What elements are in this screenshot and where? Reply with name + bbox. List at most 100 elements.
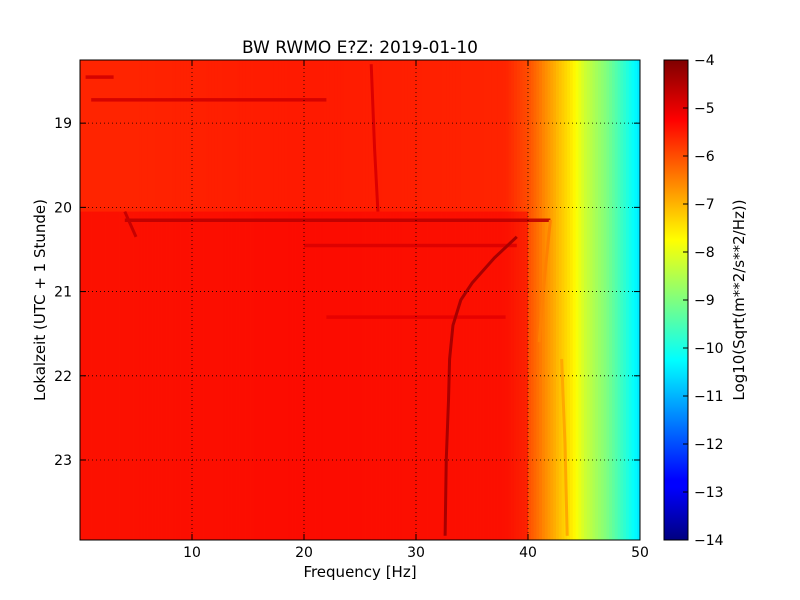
energy-band-column (424, 211, 428, 540)
energy-band-column (430, 211, 434, 540)
spectrum-column (556, 60, 560, 540)
energy-band-column (152, 211, 157, 540)
spectrum-column (592, 60, 596, 540)
spectrum-column (578, 60, 582, 540)
energy-band-column (127, 211, 131, 540)
energy-band-column (267, 211, 271, 540)
energy-band-column (374, 211, 378, 540)
spectrum-column (614, 60, 619, 540)
energy-band-column (292, 211, 297, 540)
spectrum-column (558, 60, 563, 540)
colorbar-tick-label: −6 (694, 149, 715, 165)
energy-band-column (500, 211, 504, 540)
energy-band-column (161, 211, 165, 540)
energy-band-column (206, 211, 210, 540)
energy-band-column (463, 211, 467, 540)
y-tick-label: 20 (54, 200, 72, 216)
energy-band-column (312, 211, 316, 540)
energy-band-column (169, 211, 173, 540)
y-tick-label: 23 (54, 453, 72, 469)
energy-band-column (105, 211, 109, 540)
energy-band-column (491, 211, 495, 540)
energy-band-column (360, 211, 364, 540)
frequency-track (123, 210, 138, 238)
colorbar-tick-label: −12 (694, 437, 724, 453)
energy-band-column (273, 211, 277, 540)
spectrum-column (564, 60, 568, 540)
energy-band-column (144, 211, 148, 540)
horizontal-event-line (124, 218, 551, 222)
energy-band-column (295, 211, 299, 540)
spectrum-column (609, 60, 613, 540)
energy-band-column (309, 211, 313, 540)
energy-band-column (220, 211, 224, 540)
energy-band-column (189, 211, 193, 540)
spectrum-column (595, 60, 599, 540)
x-tick-label: 40 (519, 545, 537, 561)
heatmap-features (85, 64, 569, 536)
energy-band-column (304, 211, 308, 540)
energy-band-column (472, 211, 476, 540)
plot-frame (79, 59, 641, 541)
energy-band-column (421, 211, 425, 540)
spectrum-column (606, 60, 610, 540)
energy-band-column (108, 211, 112, 540)
energy-band-column (113, 211, 117, 540)
energy-band-column (385, 211, 389, 540)
frequency-track (443, 235, 518, 536)
energy-band-column (239, 211, 243, 540)
spectrum-column (561, 60, 565, 540)
energy-band-column (407, 211, 411, 540)
spectrum-column (589, 60, 593, 540)
energy-band-column (217, 211, 221, 540)
energy-band-column (197, 211, 201, 540)
energy-band-column (200, 211, 204, 540)
energy-band-column (141, 211, 145, 540)
x-tick-label: 50 (631, 545, 649, 561)
energy-band-column (460, 211, 465, 540)
frequency-track (369, 64, 380, 212)
spectrum-column (533, 60, 537, 540)
spectrum-column (584, 60, 588, 540)
energy-band-column (388, 211, 392, 540)
energy-band-column (486, 211, 490, 540)
spectrum-column (623, 60, 627, 540)
energy-band-column (85, 211, 89, 540)
energy-band-column (516, 211, 521, 540)
energy-band-column (480, 211, 484, 540)
energy-band-column (318, 211, 322, 540)
energy-band-column (505, 211, 509, 540)
colorbar-tick-label: −7 (694, 197, 715, 213)
energy-band-column (432, 211, 437, 540)
energy-band-column (183, 211, 187, 540)
spectrum-column (628, 60, 633, 540)
spectrum-column (570, 60, 574, 540)
energy-band-column (351, 211, 355, 540)
colorbar-label: Log10(Sqrt(m**2/s**2/Hz)) (730, 199, 748, 400)
energy-band-column (508, 211, 512, 540)
energy-band-column (519, 211, 523, 540)
energy-band-column (365, 211, 369, 540)
energy-band-column (477, 211, 481, 540)
energy-band-column (284, 211, 288, 540)
energy-band-column (225, 211, 229, 540)
spectrogram-plot: 10 20 30 40 50 19 20 21 22 23 (54, 59, 649, 561)
spectrum-column (544, 60, 549, 540)
energy-band-column (497, 211, 501, 540)
energy-band-column (301, 211, 305, 540)
energy-band-column (228, 211, 232, 540)
horizontal-event-line (85, 75, 114, 79)
energy-band-column (94, 211, 98, 540)
energy-band-column (346, 211, 350, 540)
energy-band-column (262, 211, 266, 540)
spectrum-column (637, 60, 640, 540)
energy-band-column (435, 211, 439, 540)
spectrum-column (575, 60, 579, 540)
energy-band-column (402, 211, 406, 540)
energy-band-column (449, 211, 453, 540)
spectrum-column (634, 60, 638, 540)
x-tick-label: 30 (407, 545, 425, 561)
energy-band-column (441, 211, 445, 540)
spectrum-column (600, 60, 605, 540)
energy-band-column (320, 211, 325, 540)
